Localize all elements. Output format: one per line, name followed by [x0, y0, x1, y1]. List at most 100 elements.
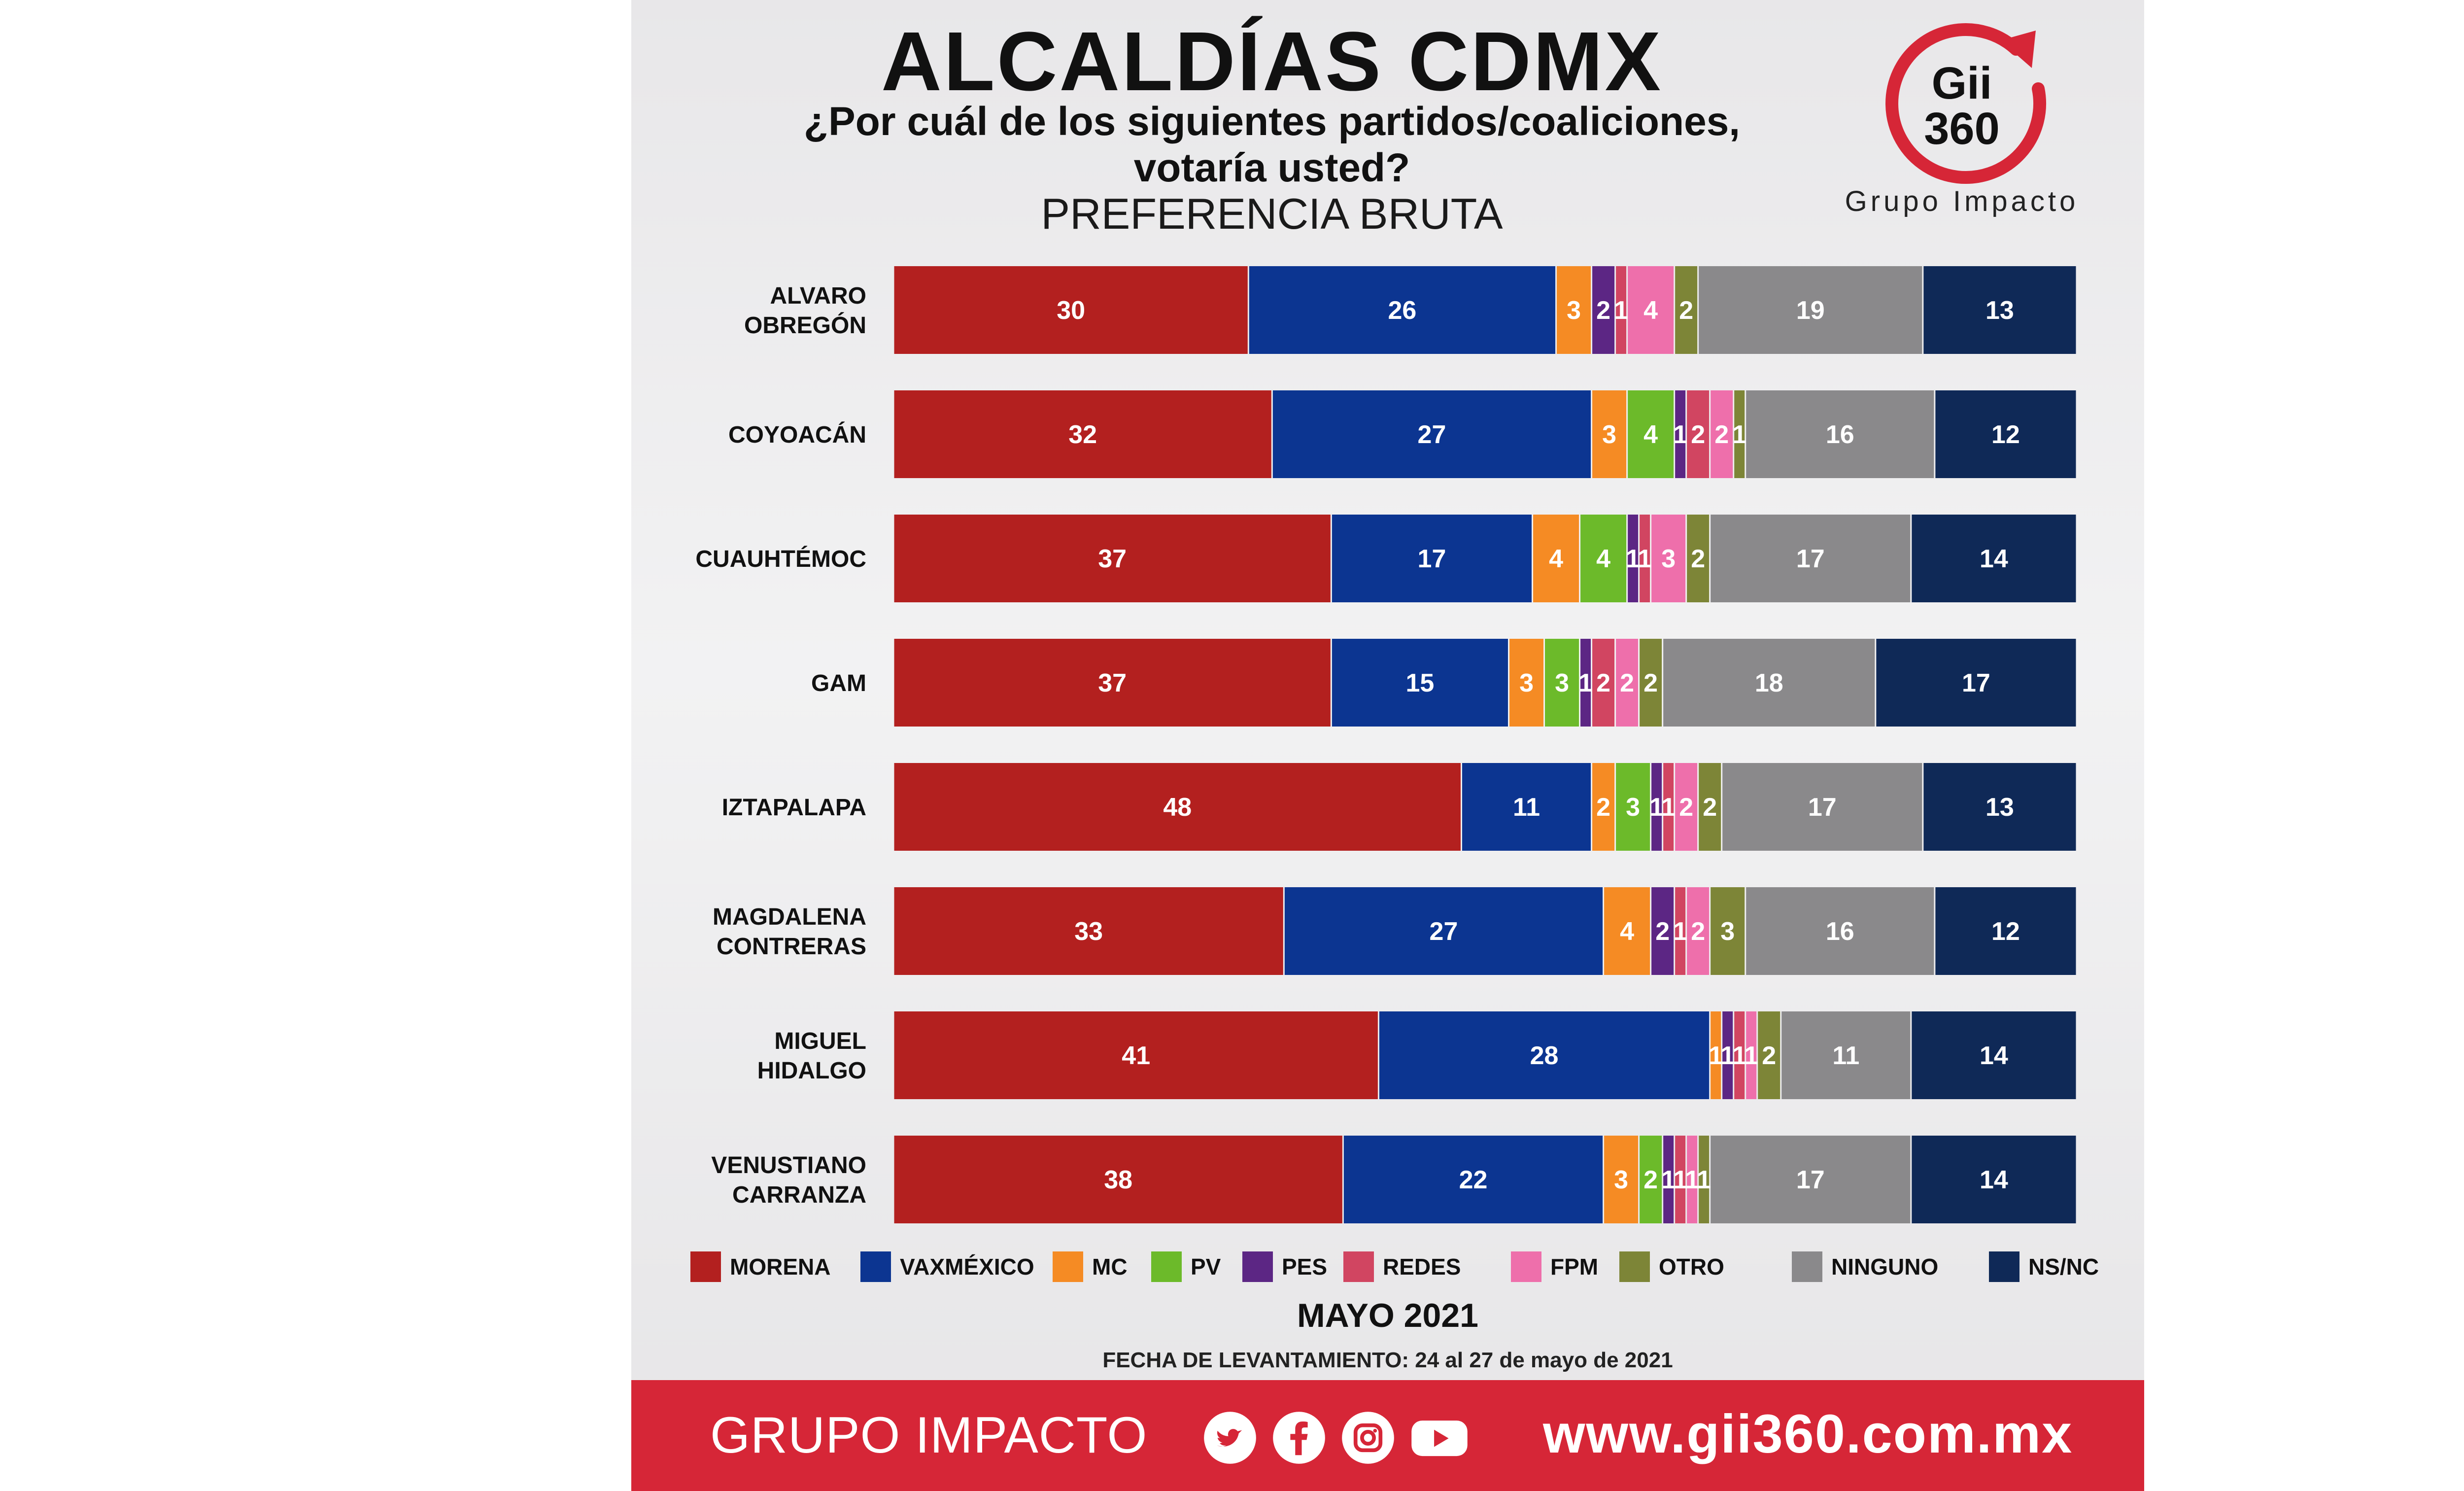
category-label: VENUSTIANO CARRANZA [711, 1152, 866, 1208]
data-label: 48 [1163, 793, 1192, 822]
data-label: 27 [1430, 917, 1458, 946]
category-label: MIGUEL HIDALGO [757, 1028, 866, 1084]
legend-swatch [1619, 1251, 1650, 1282]
legend-item: NINGUNO [1792, 1249, 1938, 1284]
bar-segment [1249, 266, 1556, 354]
category-label: GAM [811, 670, 866, 696]
bar-segment [1711, 390, 1733, 478]
data-label: 28 [1530, 1041, 1559, 1070]
legend-swatch [1511, 1251, 1541, 1282]
bar-segment [1734, 1011, 1745, 1099]
category-label: MAGDALENA CONTRERAS [713, 904, 866, 960]
data-label: 2 [1762, 1041, 1776, 1070]
question-line-2: votaría usted? [1133, 145, 1410, 190]
data-label: 12 [1991, 420, 2020, 449]
bar-segment [1663, 1136, 1674, 1223]
bar-segment [894, 639, 1331, 727]
instagram-icon[interactable] [1341, 1411, 1395, 1465]
legend-swatch [1053, 1251, 1083, 1282]
chart-legend: MORENA VAXMÉXICO MC PV PES REDES FPM OTRO NINGUN… [690, 1249, 2120, 1289]
data-label: 14 [1980, 1166, 2008, 1194]
youtube-icon[interactable] [1410, 1411, 1469, 1465]
bar-segment [1604, 1136, 1639, 1223]
data-label: 17 [1962, 669, 1990, 697]
data-label: 17 [1796, 1166, 1825, 1194]
bar-segment [1935, 390, 2076, 478]
bar-segment [1675, 887, 1686, 975]
data-label: 2 [1596, 669, 1610, 697]
data-label: 13 [1985, 793, 2014, 822]
legend-label: OTRO [1659, 1254, 1724, 1280]
bar-segment [1616, 266, 1627, 354]
footer-bar: GRUPO IMPACTO www.gii360.com.mx [631, 1380, 2144, 1491]
data-label: 13 [1985, 296, 2014, 325]
bar-segment [1935, 887, 2076, 975]
legend-item: PES [1242, 1249, 1327, 1284]
data-label: 1 [1661, 1166, 1676, 1194]
bar-segment [1923, 266, 2076, 354]
data-label: 2 [1714, 420, 1729, 449]
data-label: 4 [1643, 296, 1658, 325]
data-label: 30 [1057, 296, 1085, 325]
data-label: 12 [1991, 917, 2020, 946]
data-label: 2 [1679, 793, 1693, 822]
bar-segment [1616, 763, 1650, 851]
legend-label: REDES [1383, 1254, 1461, 1280]
bar-segment [1711, 1136, 1911, 1223]
bar-segment [1545, 639, 1579, 727]
logo-arrowhead [2000, 31, 2036, 68]
bar-segment [1711, 887, 1745, 975]
data-label: 22 [1459, 1166, 1488, 1194]
bar-segment [1687, 390, 1710, 478]
bar-segment [1722, 763, 1922, 851]
data-label: 17 [1796, 545, 1825, 573]
bar-segment [894, 1011, 1378, 1099]
data-label: 1 [1661, 793, 1676, 822]
survey-period: MAYO 2021 [1297, 1297, 1478, 1334]
data-label: 1 [1697, 1166, 1711, 1194]
legend-label: NINGUNO [1831, 1254, 1939, 1280]
fieldwork-dates: FECHA DE LEVANTAMIENTO: 24 al 27 de mayo… [1102, 1348, 1673, 1372]
data-label: 1 [1732, 1041, 1746, 1070]
data-label: 2 [1691, 420, 1705, 449]
data-label: 1 [1720, 1041, 1735, 1070]
legend-item: MC [1053, 1249, 1128, 1284]
data-label: 1 [1626, 545, 1640, 573]
data-label: 16 [1826, 420, 1854, 449]
bar-segment [1343, 1136, 1603, 1223]
data-label: 2 [1643, 669, 1658, 697]
bar-segment [1746, 390, 1934, 478]
footer-url[interactable]: www.gii360.com.mx [1543, 1404, 2073, 1464]
legend-label: PV [1191, 1254, 1221, 1280]
legend-item: FPM [1511, 1249, 1598, 1284]
data-label: 1 [1685, 1166, 1699, 1194]
facebook-icon[interactable] [1272, 1411, 1326, 1465]
legend-label: MC [1092, 1254, 1128, 1280]
data-label: 38 [1104, 1166, 1132, 1194]
bar-segment [1640, 515, 1650, 602]
bar-segment [894, 1136, 1342, 1223]
category-label: IZTAPALAPA [722, 795, 866, 821]
legend-label: FPM [1550, 1254, 1599, 1280]
legend-swatch [1242, 1251, 1273, 1282]
data-label: 4 [1643, 420, 1658, 449]
legend-swatch [1151, 1251, 1182, 1282]
bar-segment [1284, 887, 1603, 975]
legend-swatch [860, 1251, 891, 1282]
data-label: 1 [1732, 420, 1746, 449]
legend-swatch [1792, 1251, 1822, 1282]
bar-segment [1699, 266, 1922, 354]
bar-segment [1592, 639, 1615, 727]
data-label: 2 [1655, 917, 1670, 946]
data-label: 1 [1638, 545, 1652, 573]
chart-subtitle: PREFERENCIA BRUTA [1041, 189, 1503, 238]
data-label: 3 [1602, 420, 1616, 449]
bar-segment [1557, 266, 1591, 354]
legend-item: VAXMÉXICO [860, 1249, 1034, 1284]
bar-segment [1734, 390, 1745, 478]
twitter-icon[interactable] [1203, 1411, 1257, 1465]
bar-segment [1628, 515, 1639, 602]
data-label: 1 [1649, 793, 1664, 822]
data-label: 1 [1709, 1041, 1723, 1070]
data-label: 14 [1980, 545, 2008, 573]
